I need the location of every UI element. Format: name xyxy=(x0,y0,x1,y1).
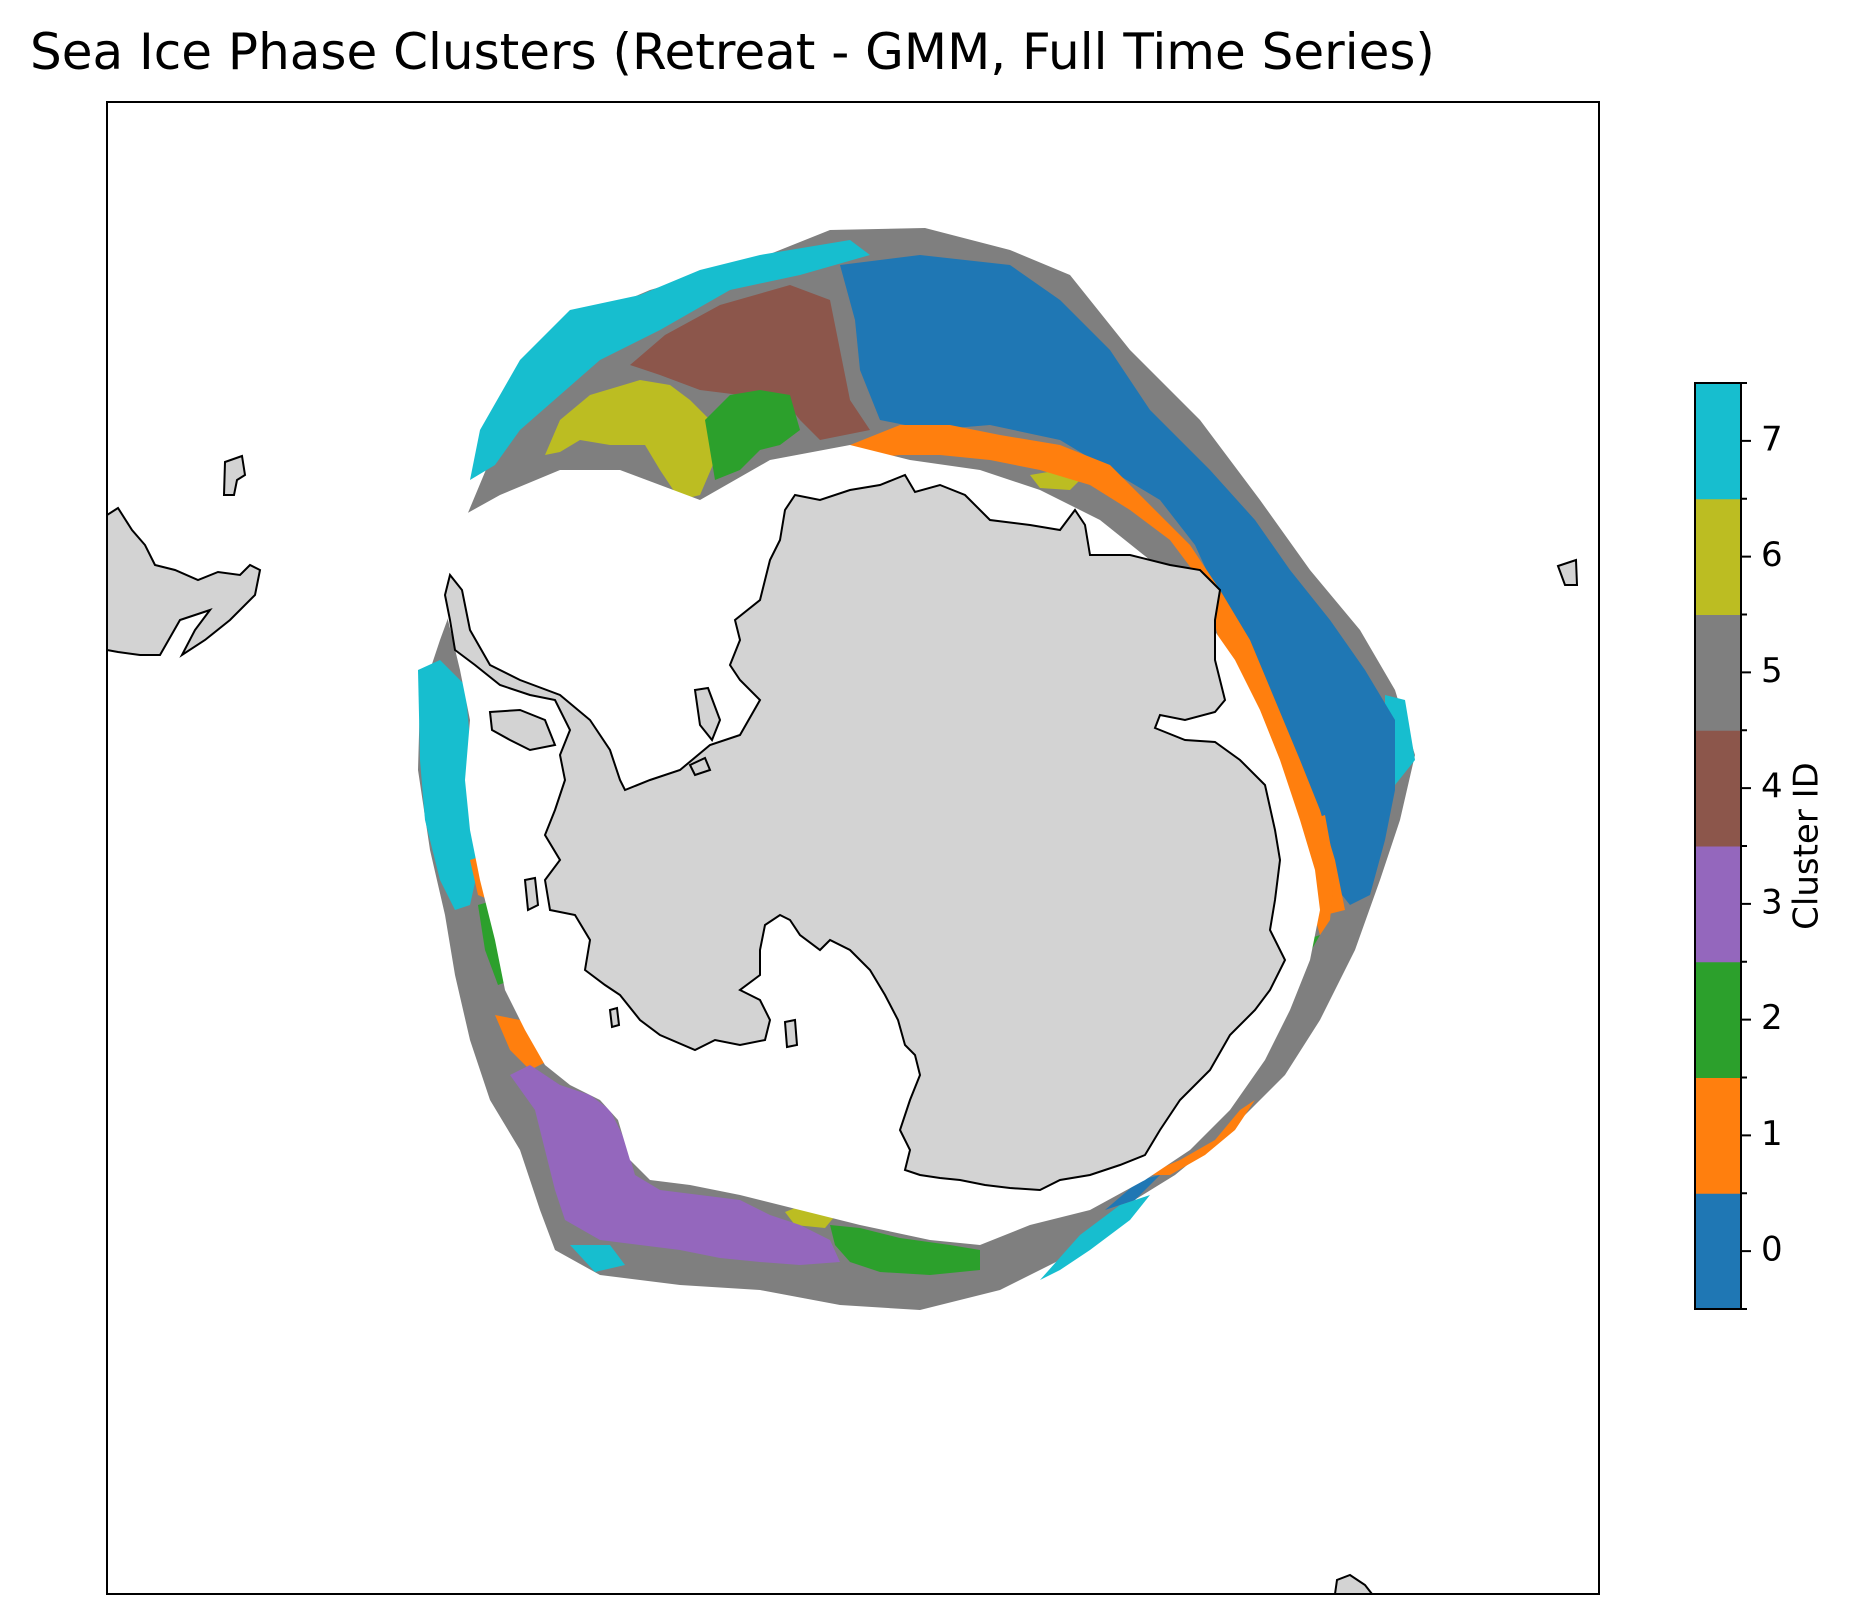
colorbar-segment-6 xyxy=(1695,498,1741,615)
island-peninsula-1 xyxy=(693,686,722,742)
colorbar-segment-3 xyxy=(1695,846,1741,963)
colorbar-tick-label-4: 4 xyxy=(1761,767,1783,807)
landmass-south-edge xyxy=(1333,1573,1374,1594)
colorbar-label: Cluster ID xyxy=(1787,762,1827,930)
colorbar-tick-label-7: 7 xyxy=(1761,419,1783,459)
ice-cluster-1-southeast xyxy=(1145,1100,1255,1175)
colorbar-tick-label-2: 2 xyxy=(1761,998,1783,1038)
colorbar-tick-label-1: 1 xyxy=(1761,1114,1783,1154)
ice-cluster-1-west-lower xyxy=(495,1015,550,1070)
colorbar-segments xyxy=(1695,383,1741,1310)
ice-cluster-7-south xyxy=(1040,1195,1150,1280)
map-layers xyxy=(107,228,1579,1594)
colorbar-segment-1 xyxy=(1695,1077,1741,1194)
map-title: Sea Ice Phase Clusters (Retreat - GMM, F… xyxy=(30,23,1435,81)
island-small xyxy=(608,1006,621,1029)
island-east-edge xyxy=(1556,558,1579,586)
map-frame xyxy=(106,101,1600,1595)
ice-cluster-7-north xyxy=(470,240,870,480)
colorbar-tick-label-5: 5 xyxy=(1761,651,1783,691)
colorbar-segment-0 xyxy=(1695,1193,1741,1310)
landmass-new-zealand-north xyxy=(107,506,262,658)
ice-cluster-3 xyxy=(510,1065,840,1265)
antarctica-landmass xyxy=(443,473,1287,1192)
ice-cluster-7-southwest xyxy=(570,1245,625,1272)
island-ross-1 xyxy=(523,876,540,912)
colorbar-tick-label-3: 3 xyxy=(1761,882,1783,922)
ice-cluster-7-west xyxy=(418,660,480,910)
ice-cluster-2-north xyxy=(705,390,800,480)
island-peninsula-2 xyxy=(688,756,712,777)
ice-cluster-2-south xyxy=(830,1225,980,1275)
island-alexander xyxy=(488,708,557,752)
colorbar-tick-label-0: 0 xyxy=(1761,1230,1783,1270)
colorbar-tick-label-6: 6 xyxy=(1761,535,1783,575)
ice-cluster-4 xyxy=(630,285,870,440)
colorbar-segment-4 xyxy=(1695,730,1741,847)
ice-cluster-0-main xyxy=(840,255,1395,905)
colorbar-segment-7 xyxy=(1695,383,1741,500)
ice-cluster-1-east xyxy=(850,425,1345,915)
colorbar-ticks: 0 1 2 3 4 5 6 7 xyxy=(1741,382,1783,1310)
ice-cluster-6-north xyxy=(545,380,715,500)
colorbar-segment-5 xyxy=(1695,614,1741,731)
ice-cluster-0-south-strip xyxy=(1105,1175,1160,1210)
landmass-new-zealand-south xyxy=(222,454,247,496)
island-ross-2 xyxy=(783,1018,799,1049)
colorbar-segment-2 xyxy=(1695,961,1741,1078)
